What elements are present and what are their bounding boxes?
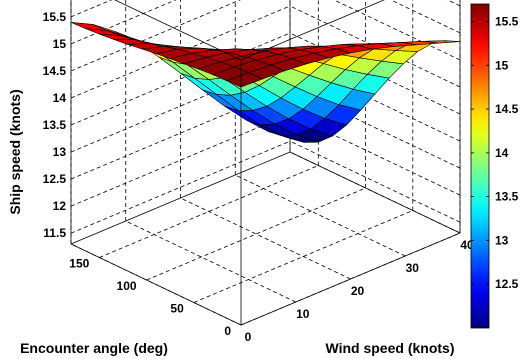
colorbar-tick-label: 13 bbox=[495, 233, 509, 247]
front-box-edges bbox=[70, 0, 461, 326]
grid-line-y bbox=[99, 165, 319, 258]
z-tick-label: 14.5 bbox=[43, 64, 67, 78]
z-tick-label: 14 bbox=[53, 91, 67, 105]
grid-line-z bbox=[289, 140, 461, 223]
z-tick-label: 15.5 bbox=[43, 10, 67, 24]
box-edge-front bbox=[70, 243, 242, 326]
box-edge-front bbox=[114, 0, 242, 61]
grid-line-z bbox=[70, 32, 291, 126]
grid-line-z bbox=[70, 140, 291, 234]
y-tick-label: 0 bbox=[224, 324, 231, 338]
colorbar-tick-label: 14 bbox=[495, 146, 509, 160]
y-tick-label: 50 bbox=[170, 302, 184, 316]
grid-line-x bbox=[235, 174, 406, 257]
colorbar-tick-label: 14.5 bbox=[495, 102, 519, 116]
surface-mesh bbox=[70, 22, 461, 143]
y-axis-label: Encounter angle (deg) bbox=[20, 340, 168, 356]
x-tick-label: 0 bbox=[245, 330, 252, 344]
grid-line-y bbox=[193, 210, 413, 303]
grid-line-x bbox=[180, 197, 351, 280]
grid-line-z bbox=[70, 113, 291, 207]
colorbar-tick-label: 15.5 bbox=[495, 15, 519, 29]
z-tick-label: 13 bbox=[53, 145, 67, 159]
grid-line-z bbox=[333, 0, 461, 61]
tick-labels: 0 10 20 30 40 0 50 100 150 11.5 12 12.5 13 13.5 14 14.5… bbox=[43, 10, 474, 344]
grid-line-x bbox=[125, 220, 296, 303]
colorbar-gradient bbox=[470, 3, 490, 329]
surface-patch bbox=[225, 72, 264, 88]
z-tick-label: 15 bbox=[53, 37, 67, 51]
x-tick-label: 40 bbox=[460, 238, 474, 252]
z-tick-label: 11.5 bbox=[43, 226, 66, 240]
x-tick-label: 20 bbox=[351, 284, 365, 298]
colorbar-tick-label: 13.5 bbox=[495, 190, 519, 204]
colorbar: 12.5 13 13.5 14 14.5 15 15.5 bbox=[470, 3, 519, 329]
box-edge-front bbox=[240, 232, 461, 326]
z-axis-label: Ship speed (knots) bbox=[7, 89, 23, 214]
y-tick-label: 150 bbox=[69, 257, 89, 271]
z-tick-label: 12 bbox=[53, 199, 67, 213]
x-axis-label: Wind speed (knots) bbox=[326, 340, 455, 356]
box-edge-front bbox=[240, 0, 385, 61]
grid-line-z bbox=[390, 0, 461, 34]
z-tick-label: 12.5 bbox=[43, 172, 67, 186]
grid-line-y bbox=[146, 187, 366, 281]
grid-line-z bbox=[446, 0, 461, 7]
colorbar-tick-label: 15 bbox=[495, 58, 509, 72]
z-tick-label: 13.5 bbox=[43, 118, 67, 132]
colorbar-tick-label: 12.5 bbox=[495, 277, 519, 291]
x-tick-label: 10 bbox=[296, 307, 310, 321]
y-tick-label: 100 bbox=[117, 279, 137, 293]
x-tick-label: 30 bbox=[406, 261, 420, 275]
grid-line-z bbox=[70, 5, 291, 99]
